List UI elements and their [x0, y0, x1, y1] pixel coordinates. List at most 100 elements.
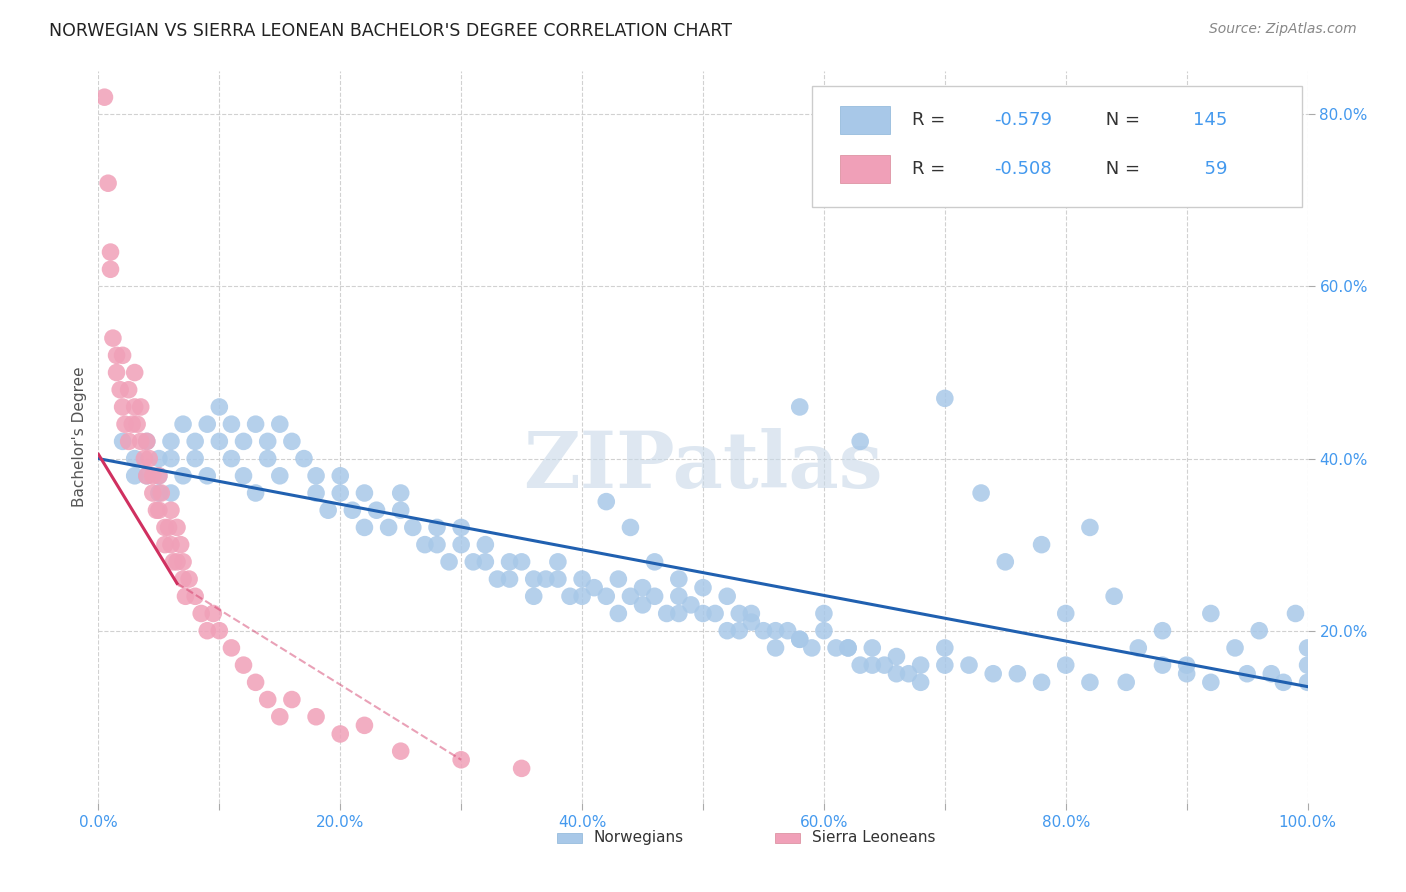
Point: [111, 434, 134, 449]
Point: [1128, 640, 1150, 655]
Point: [740, 615, 762, 629]
Point: [1031, 675, 1053, 690]
Point: [571, 572, 593, 586]
Point: [184, 434, 207, 449]
Point: [934, 640, 956, 655]
Point: [631, 598, 654, 612]
Point: [1284, 607, 1306, 621]
Point: [153, 520, 176, 534]
Point: [124, 366, 146, 380]
Point: [1296, 675, 1319, 690]
Point: [463, 555, 485, 569]
Point: [450, 753, 472, 767]
Point: [716, 589, 738, 603]
Text: Norwegians: Norwegians: [593, 830, 683, 846]
Point: [172, 468, 194, 483]
Point: [232, 434, 254, 449]
Point: [631, 581, 654, 595]
Point: [510, 555, 533, 569]
Point: [910, 658, 932, 673]
Point: [245, 675, 267, 690]
Point: [142, 468, 165, 483]
Point: [342, 503, 364, 517]
Point: [1199, 675, 1222, 690]
Text: Sierra Leoneans: Sierra Leoneans: [811, 830, 935, 846]
Point: [1078, 675, 1101, 690]
Point: [957, 658, 980, 673]
Text: NORWEGIAN VS SIERRA LEONEAN BACHELOR'S DEGREE CORRELATION CHART: NORWEGIAN VS SIERRA LEONEAN BACHELOR'S D…: [49, 22, 733, 40]
Point: [450, 520, 472, 534]
Point: [426, 538, 449, 552]
Point: [179, 572, 201, 586]
Point: [849, 658, 872, 673]
Point: [118, 434, 141, 449]
Text: R =: R =: [912, 160, 952, 178]
Point: [127, 417, 149, 432]
FancyBboxPatch shape: [839, 154, 890, 183]
Point: [148, 486, 170, 500]
Point: [121, 417, 143, 432]
Point: [135, 468, 157, 483]
Point: [523, 572, 546, 586]
Point: [135, 434, 157, 449]
Point: [474, 538, 496, 552]
Point: [523, 589, 546, 603]
Point: [1272, 675, 1295, 690]
Text: N =: N =: [1099, 160, 1146, 178]
Point: [825, 640, 848, 655]
Point: [329, 468, 352, 483]
Point: [172, 417, 194, 432]
Point: [138, 451, 160, 466]
Point: [1078, 520, 1101, 534]
Point: [655, 607, 678, 621]
Point: [450, 538, 472, 552]
Point: [269, 417, 291, 432]
Point: [135, 434, 157, 449]
Point: [256, 451, 278, 466]
Point: [970, 486, 993, 500]
Text: -0.579: -0.579: [994, 112, 1053, 129]
Point: [111, 348, 134, 362]
Point: [221, 417, 243, 432]
Point: [353, 520, 375, 534]
Point: [160, 538, 183, 552]
Point: [100, 245, 122, 260]
Text: Source: ZipAtlas.com: Source: ZipAtlas.com: [1209, 22, 1357, 37]
Point: [1175, 658, 1198, 673]
Point: [148, 451, 170, 466]
Point: [124, 468, 146, 483]
Text: N =: N =: [1099, 112, 1146, 129]
Point: [886, 666, 908, 681]
Point: [1152, 624, 1174, 638]
Point: [162, 555, 184, 569]
Text: R =: R =: [912, 112, 952, 129]
Point: [728, 624, 751, 638]
Point: [740, 607, 762, 621]
Point: [281, 434, 304, 449]
Point: [389, 744, 412, 758]
Point: [704, 607, 727, 621]
Point: [157, 520, 180, 534]
Point: [644, 555, 666, 569]
Point: [1054, 658, 1077, 673]
Point: [813, 624, 835, 638]
Point: [402, 520, 425, 534]
Point: [692, 581, 714, 595]
Point: [166, 520, 188, 534]
Point: [583, 581, 606, 595]
Point: [208, 624, 231, 638]
Point: [474, 555, 496, 569]
Point: [486, 572, 509, 586]
Point: [305, 486, 328, 500]
Point: [221, 640, 243, 655]
Point: [1296, 640, 1319, 655]
Point: [269, 468, 291, 483]
Point: [389, 503, 412, 517]
Point: [202, 607, 225, 621]
Point: [668, 607, 690, 621]
Point: [644, 589, 666, 603]
Point: [837, 640, 859, 655]
Point: [101, 331, 124, 345]
Point: [1223, 640, 1246, 655]
Point: [716, 624, 738, 638]
